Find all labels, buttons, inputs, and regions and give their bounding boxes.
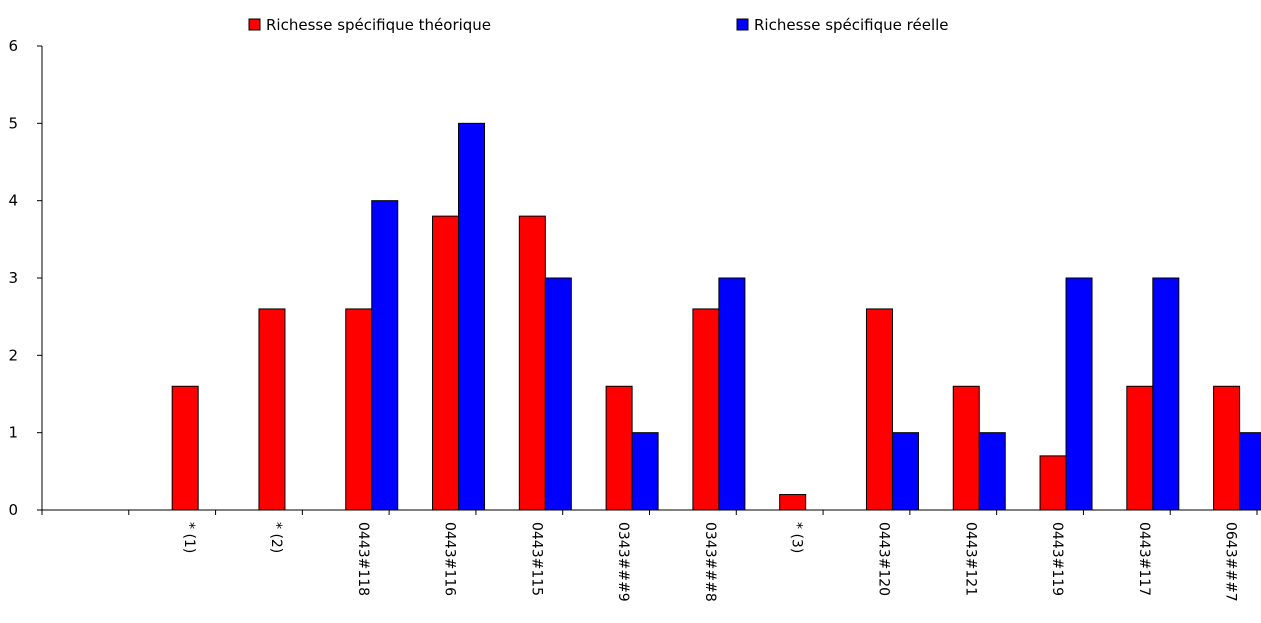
bar-reelle bbox=[544, 277, 572, 511]
bar-theorique bbox=[865, 308, 893, 511]
y-tick-label: 3 bbox=[8, 269, 18, 287]
legend-swatch-reelle bbox=[736, 18, 749, 31]
bar-theorique bbox=[1126, 385, 1154, 511]
bar-theorique bbox=[952, 385, 980, 511]
bar-theorique bbox=[258, 308, 286, 511]
bar-reelle bbox=[891, 432, 919, 511]
x-category-label: 0443#115 bbox=[528, 522, 544, 596]
x-category-label: * (2) bbox=[268, 522, 284, 553]
bar-theorique bbox=[1213, 385, 1241, 511]
bars bbox=[171, 122, 1261, 511]
y-tick-label: 0 bbox=[8, 501, 18, 519]
legend-swatch-theorique bbox=[248, 18, 261, 31]
bar-reelle bbox=[718, 277, 746, 511]
y-axis: 0 1 2 3 4 5 6 bbox=[8, 37, 43, 519]
y-tick-label: 4 bbox=[8, 192, 18, 210]
bar-theorique bbox=[605, 385, 633, 511]
x-category-label: 0443#121 bbox=[962, 522, 978, 596]
bar-theorique bbox=[692, 308, 720, 511]
x-category-label: 0443#119 bbox=[1049, 522, 1065, 596]
y-tick-label: 2 bbox=[8, 346, 18, 364]
x-category-label: 0343###9 bbox=[615, 522, 631, 602]
bar-reelle bbox=[1152, 277, 1180, 511]
x-category-label: 0343###8 bbox=[702, 522, 718, 602]
y-tick-label: 5 bbox=[8, 114, 18, 132]
bar-reelle bbox=[1065, 277, 1093, 511]
x-category-label: 0443#117 bbox=[1136, 522, 1152, 596]
bar-theorique bbox=[432, 215, 460, 511]
bar-theorique bbox=[779, 494, 807, 511]
x-category-label: 0443#118 bbox=[355, 522, 371, 596]
bar-theorique bbox=[345, 308, 373, 511]
x-category-label: 0443#120 bbox=[875, 522, 891, 596]
bar-reelle bbox=[371, 200, 399, 511]
legend-label-reelle: Richesse spécifique réelle bbox=[754, 16, 949, 34]
legend-label-theorique: Richesse spécifique théorique bbox=[266, 16, 491, 34]
bar-reelle bbox=[631, 432, 659, 511]
bar-reelle bbox=[1239, 432, 1261, 511]
x-axis: * (1) * (2) 0443#118 0443#116 0443#115 0343##… bbox=[41, 509, 1258, 602]
x-category-label: * (1) bbox=[181, 522, 197, 553]
x-category-label: 0643###7 bbox=[1223, 522, 1239, 602]
bar-reelle bbox=[978, 432, 1006, 511]
y-tick-label: 6 bbox=[8, 37, 18, 55]
bar-theorique bbox=[171, 385, 199, 511]
bar-reelle bbox=[458, 122, 486, 511]
y-tick-label: 1 bbox=[8, 424, 18, 442]
bar-theorique bbox=[518, 215, 546, 511]
bar-theorique bbox=[1039, 455, 1067, 511]
x-category-label: * (3) bbox=[789, 522, 805, 553]
legend: Richesse spécifique théorique Richesse s… bbox=[248, 16, 949, 34]
x-category-label: 0443#116 bbox=[442, 522, 458, 596]
